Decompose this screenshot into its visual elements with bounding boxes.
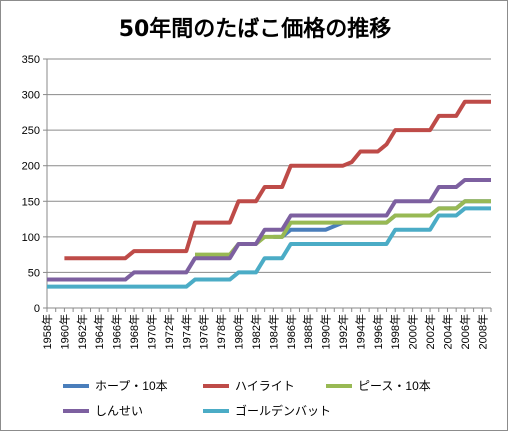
x-tick-label: 1972年 xyxy=(162,314,176,349)
x-tick-label: 2000年 xyxy=(406,314,420,349)
x-tick-label: 1976年 xyxy=(197,314,211,349)
x-tick-label: 1958年 xyxy=(40,314,54,349)
y-tick-label: 350 xyxy=(22,54,40,66)
y-tick-label: 50 xyxy=(28,267,40,279)
x-tick-label: 1982年 xyxy=(249,314,263,349)
series-line-4 xyxy=(47,206,491,289)
x-tick-label: 1994年 xyxy=(353,314,367,349)
x-tick-label: 1970年 xyxy=(144,314,158,349)
series-line-2 xyxy=(195,199,491,257)
x-axis-ticks: 1958年 1960年 1962年 1964年 1966年 1968年 1970年 1972年… xyxy=(40,308,492,349)
x-tick-label: 1978年 xyxy=(214,314,228,349)
legend-label-4: ゴールデンバット xyxy=(235,403,331,418)
x-tick-label: 2004年 xyxy=(440,314,454,349)
x-tick-label: 1986年 xyxy=(284,314,298,349)
chart-title: 50年間のたばこ価格の推移 xyxy=(119,16,392,42)
x-tick-label: 1990年 xyxy=(319,314,333,349)
legend-label-0: ホープ・10本 xyxy=(95,379,168,393)
y-tick-label: 300 xyxy=(22,90,40,102)
x-tick-label: 2002年 xyxy=(423,314,437,349)
legend-label-2: ピース・10本 xyxy=(358,379,431,393)
series-lines xyxy=(47,99,491,289)
x-tick-label: 1962年 xyxy=(75,314,89,349)
x-tick-label: 1974年 xyxy=(179,314,193,349)
y-tick-label: 150 xyxy=(22,196,40,208)
axes xyxy=(46,59,491,309)
x-tick-label: 1966年 xyxy=(110,314,124,349)
legend-label-3: しんせい xyxy=(95,404,143,418)
x-tick-label: 1998年 xyxy=(388,314,402,349)
x-tick-label: 1964年 xyxy=(92,314,106,349)
gridlines xyxy=(47,58,491,273)
y-axis-ticks: 0 50 100 150 200 250 300 350 xyxy=(22,54,47,315)
series-line-1 xyxy=(64,99,491,261)
x-tick-label: 2006年 xyxy=(458,314,472,349)
x-tick-label: 1996年 xyxy=(371,314,385,349)
y-tick-label: 0 xyxy=(34,303,40,315)
y-tick-label: 100 xyxy=(22,232,40,244)
x-tick-label: 1992年 xyxy=(336,314,350,349)
y-tick-label: 250 xyxy=(22,125,40,137)
series-line-3 xyxy=(47,177,491,282)
x-tick-label: 1980年 xyxy=(232,314,246,349)
x-tick-label: 1960年 xyxy=(57,314,71,349)
x-tick-label: 1984年 xyxy=(266,314,280,349)
x-tick-label: 2008年 xyxy=(475,314,489,349)
x-tick-label: 1988年 xyxy=(301,314,315,349)
x-tick-label: 1968年 xyxy=(127,314,141,349)
y-tick-label: 200 xyxy=(22,161,40,173)
legend-label-1: ハイライト xyxy=(235,379,295,393)
